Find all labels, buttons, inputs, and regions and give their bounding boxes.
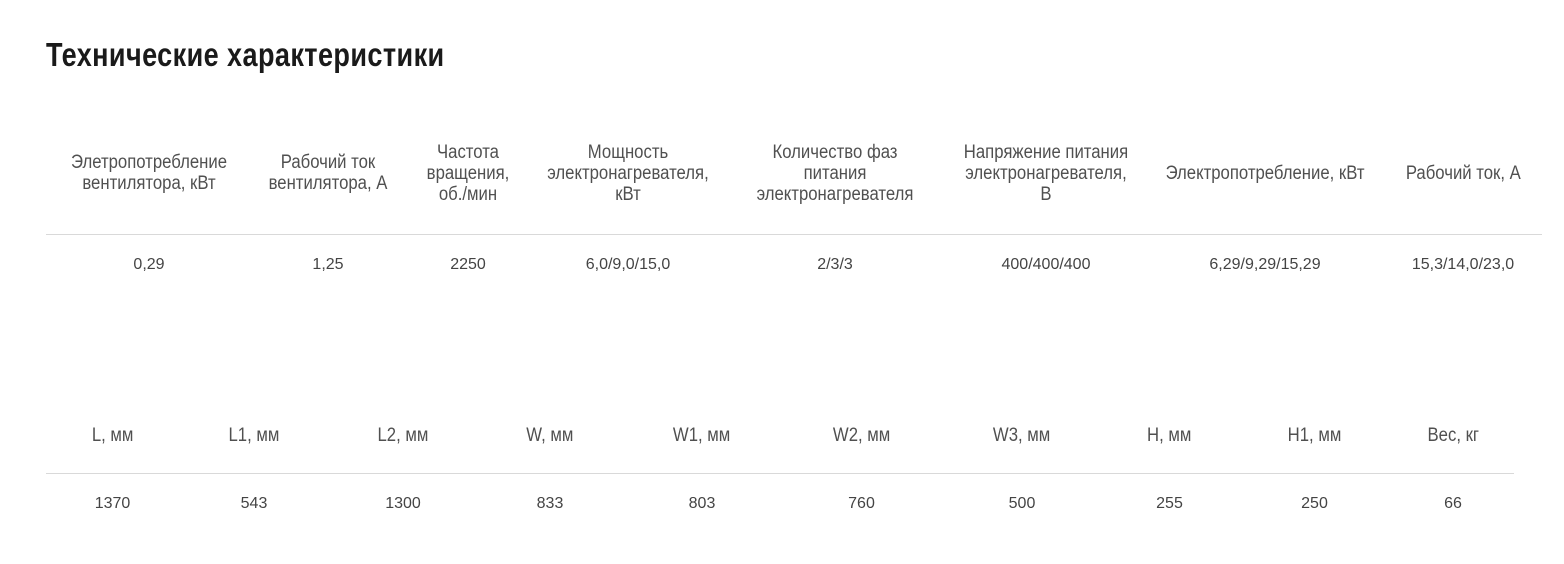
- dimensions-table: L, мм L1, мм L2, мм W, мм W1, мм W2, мм …: [46, 398, 1514, 534]
- table-cell: 1300: [385, 495, 421, 512]
- table-cell: 6,29/9,29/15,29: [1209, 256, 1321, 273]
- table-cell: 6,0/9,0/15,0: [585, 256, 671, 273]
- table-cell: 803: [688, 495, 716, 512]
- table-cell: 400/400/400: [1001, 256, 1091, 273]
- column-header: W, мм: [477, 398, 623, 474]
- table-cell: 1,25: [312, 256, 344, 273]
- table-row: 0,29 1,25 2250 6,0/9,0/15,0 2/3/3 400/40…: [46, 235, 1542, 296]
- column-header: L, мм: [46, 398, 179, 474]
- table-cell: 760: [848, 495, 875, 512]
- electrical-specs-table: Элетропотребление вентилятора, кВт Рабоч…: [46, 112, 1542, 295]
- table-cell: 2250: [450, 256, 486, 273]
- page-title: Технические характеристики: [46, 36, 445, 73]
- column-header: H, мм: [1102, 398, 1237, 474]
- column-header: Рабочий ток, А: [1384, 112, 1542, 235]
- table-header-row: L, мм L1, мм L2, мм W, мм W1, мм W2, мм …: [46, 398, 1514, 474]
- table-cell: 255: [1156, 495, 1183, 512]
- column-header: H1, мм: [1237, 398, 1392, 474]
- column-header: Количество фаз питания электронагревател…: [724, 112, 946, 235]
- table-cell: 500: [1008, 495, 1036, 512]
- table-cell: 66: [1444, 495, 1462, 512]
- table-cell: 833: [536, 495, 564, 512]
- column-header: W2, мм: [781, 398, 942, 474]
- table-cell: 1370: [94, 495, 131, 512]
- table-cell: 2/3/3: [817, 256, 853, 273]
- column-header: L2, мм: [329, 398, 477, 474]
- column-header: L1, мм: [179, 398, 329, 474]
- column-header: Напряжение питания электронагревателя, В: [946, 112, 1146, 235]
- table-cell: 543: [240, 495, 268, 512]
- column-header: Мощность электронагревателя, кВт: [532, 112, 724, 235]
- column-header: W1, мм: [623, 398, 781, 474]
- column-header: Элетропотребление вентилятора, кВт: [46, 112, 252, 235]
- table-row: 1370 543 1300 833 803 760 500 255 250 66: [46, 474, 1514, 535]
- column-header: Электропотребление, кВт: [1146, 112, 1384, 235]
- column-header: Частота вращения, об./мин: [404, 112, 532, 235]
- table-cell: 15,3/14,0/23,0: [1411, 256, 1515, 273]
- column-header: Рабочий ток вентилятора, А: [252, 112, 404, 235]
- table-header-row: Элетропотребление вентилятора, кВт Рабоч…: [46, 112, 1542, 235]
- column-header: W3, мм: [942, 398, 1102, 474]
- table-cell: 250: [1301, 495, 1328, 512]
- table-cell: 0,29: [133, 256, 165, 273]
- column-header: Вес, кг: [1392, 398, 1514, 474]
